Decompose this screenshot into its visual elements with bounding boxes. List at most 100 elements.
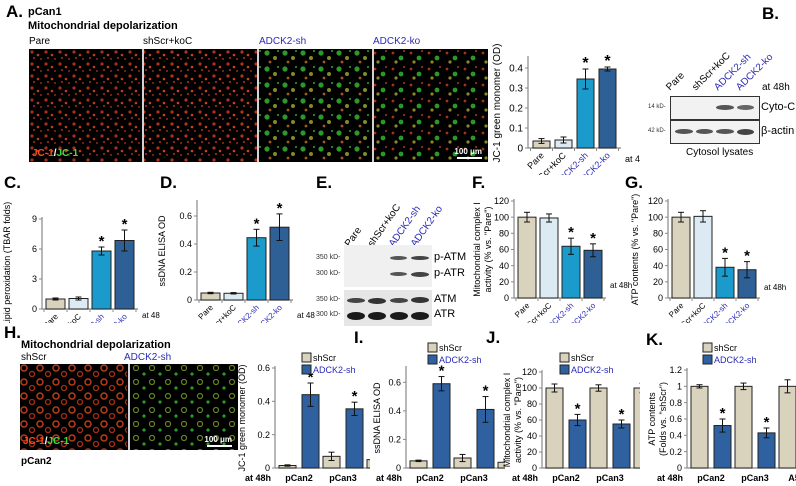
legend-swatch (702, 342, 713, 353)
y-tick-label: 0.6 (669, 414, 682, 424)
stain-legend: JC-1/JC-1 (32, 148, 79, 159)
band (390, 312, 408, 320)
bar (517, 216, 537, 299)
y-axis-label: Mitochondrial complex I (472, 202, 482, 297)
y-tick-label: 100 (648, 212, 663, 222)
category-label: pCan3 (741, 473, 769, 483)
protein-label: p-ATM (434, 251, 467, 263)
y-tick-label: 60 (499, 245, 509, 255)
y-axis-label: (Folds vs. "shScr") (658, 382, 668, 456)
y-tick-label: 40 (499, 261, 509, 271)
y-axis-label: JC-1 green monomer (OD) (492, 44, 503, 163)
band (696, 129, 713, 134)
western-blot-e: Pare shScr+koC ADCK2-sh ADCK2-ko 350 kD-… (300, 190, 480, 326)
panel-letter-k: K. (646, 330, 663, 349)
image-label-pare: Pare (29, 36, 51, 47)
bar (598, 68, 617, 149)
y-tick-label: 0 (532, 463, 537, 473)
legend-label: ADCK2-sh (714, 355, 757, 365)
band (675, 129, 693, 134)
bar (545, 387, 564, 469)
significance-star: * (619, 406, 625, 423)
time-prefix: at 48h (376, 473, 402, 483)
y-tick-label: 0.4 (388, 406, 401, 416)
band (737, 129, 754, 135)
legend-swatch (559, 352, 570, 363)
band (411, 256, 429, 260)
y-tick-label: 0 (658, 293, 663, 303)
kd-marker: 350 kD- (316, 296, 341, 303)
y-tick-label: 40 (653, 261, 663, 271)
y-tick-label: 0.6 (179, 211, 192, 221)
y-tick-label: 0.2 (388, 435, 401, 445)
y-tick-label: 80 (653, 228, 663, 238)
y-axis-label: Mitochondrial complex I (502, 373, 512, 468)
y-tick-label: 20 (527, 447, 537, 457)
micrograph-texture (20, 364, 238, 450)
y-tick-label: 0.4 (257, 396, 270, 406)
legend-label: shScr (439, 343, 462, 353)
bar (91, 250, 112, 310)
band (390, 298, 408, 303)
micrograph-panel-a: JC-1/JC-1 100 μm (29, 49, 488, 162)
y-tick-label: 1.2 (669, 365, 682, 375)
kd-marker: 300 kD- (316, 311, 341, 318)
category-label: pCan2 (285, 473, 313, 483)
bar (539, 217, 559, 299)
scale-bar (207, 445, 232, 447)
y-tick-label: 80 (499, 228, 509, 238)
category-label: pCan2 (416, 473, 444, 483)
bar (583, 249, 603, 299)
y-tick-label: 0.1 (509, 124, 523, 135)
legend-label: ADCK2-sh (439, 355, 482, 365)
blot-phospho (344, 245, 432, 287)
kd-marker: 14 kD- (648, 104, 666, 110)
category-label: A549 (788, 473, 796, 483)
band (390, 256, 407, 260)
y-tick-label: 0.8 (669, 398, 682, 408)
band (716, 129, 734, 134)
image-divider (372, 49, 374, 162)
western-blot-b: Pare shScr+koC ADCK2-sh ADCK2-ko at 48h … (640, 40, 796, 160)
image-label-adck2-sh: ADCK2-sh (124, 352, 172, 363)
legend-swatch (702, 354, 713, 365)
y-tick-label: 0.2 (257, 430, 270, 440)
kd-marker: 300 kD- (316, 270, 341, 277)
y-tick-label: 0.3 (509, 84, 523, 95)
y-tick-label: 80 (527, 399, 537, 409)
blot-total (344, 290, 432, 326)
legend-label: ADCK2-sh (313, 365, 356, 375)
y-tick-label: 0.4 (509, 64, 523, 75)
significance-star: * (568, 224, 574, 241)
legend-label: shScr (714, 343, 737, 353)
significance-star: * (590, 230, 596, 247)
significance-star: * (122, 216, 128, 233)
significance-star: * (582, 55, 589, 72)
legend-swatch (427, 342, 438, 353)
bar (693, 215, 713, 299)
time-label: at 48h (762, 82, 790, 93)
category-label: pCan3 (460, 473, 488, 483)
significance-star: * (575, 400, 581, 417)
category-label: pCan2 (697, 473, 725, 483)
image-label-adck2-ko: ADCK2-ko (373, 36, 421, 47)
band (737, 105, 754, 110)
y-tick-label: 60 (653, 245, 663, 255)
panel-letter-c: C. (4, 173, 21, 192)
significance-star: * (744, 248, 750, 265)
bar (246, 237, 267, 301)
image-divider (142, 49, 144, 162)
y-tick-label: 60 (527, 415, 537, 425)
y-tick-label: 0 (187, 295, 192, 305)
y-axis-label: Lipid peroxidation (TBAR folds) (2, 202, 12, 323)
y-tick-label: 100 (494, 212, 509, 222)
y-tick-label: 1 (677, 381, 682, 391)
band (411, 312, 429, 320)
band (347, 298, 365, 303)
panel-letter-e: E. (316, 173, 333, 192)
y-axis-label: ATP contents (% vs. "Pare") (630, 194, 640, 306)
